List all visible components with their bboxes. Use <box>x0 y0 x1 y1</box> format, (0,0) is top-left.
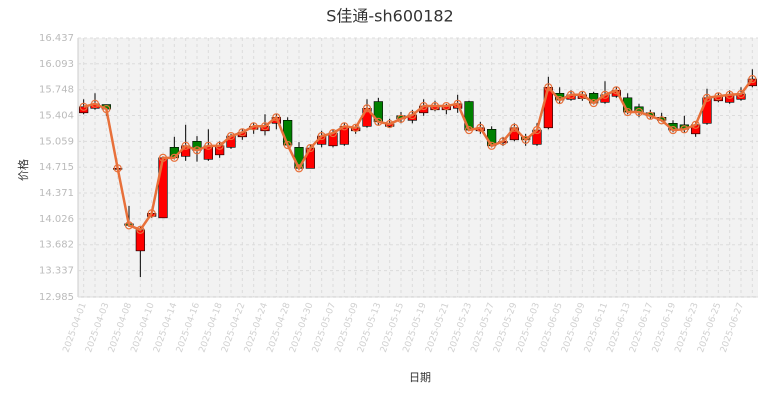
y-tick-label: 13.682 <box>39 240 74 251</box>
close-point <box>521 135 530 144</box>
close-point <box>158 153 168 162</box>
close-point <box>351 123 360 132</box>
x-tick-label: 2025-04-01 <box>62 301 89 354</box>
close-point <box>498 137 508 146</box>
close-point <box>702 93 712 102</box>
x-tick-label: 2025-06-03 <box>515 301 542 354</box>
close-point <box>600 90 610 99</box>
y-tick-label: 15.748 <box>39 85 74 96</box>
close-point <box>181 141 190 150</box>
close-point <box>283 140 292 150</box>
close-point <box>249 122 258 131</box>
close-point <box>238 128 247 137</box>
close-point <box>623 107 632 117</box>
close-point <box>544 83 553 92</box>
close-point <box>634 107 644 117</box>
x-tick-label: 2025-06-23 <box>674 301 701 354</box>
close-point <box>725 90 734 99</box>
close-point <box>215 141 224 150</box>
close-point <box>476 123 485 132</box>
chart-title: S佳通-sh600182 <box>326 7 454 26</box>
y-tick-label: 12.985 <box>39 292 74 303</box>
close-point <box>306 143 315 153</box>
close-point <box>748 74 757 84</box>
y-tick-label: 15.404 <box>39 111 74 122</box>
close-point <box>102 104 111 114</box>
close-point <box>226 131 236 141</box>
close-point <box>487 141 496 150</box>
close-point <box>453 99 462 108</box>
close-point <box>113 164 122 173</box>
x-tick-label: 2025-06-11 <box>583 301 610 354</box>
x-tick-label: 2025-05-07 <box>311 301 338 354</box>
y-tick-label: 16.093 <box>39 59 74 70</box>
close-point <box>272 113 281 122</box>
y-tick-label: 14.026 <box>39 214 74 225</box>
close-point <box>408 110 417 120</box>
close-point <box>294 164 304 173</box>
close-point <box>419 101 428 111</box>
y-tick-label: 14.371 <box>39 188 74 199</box>
x-tick-label: 2025-05-13 <box>356 301 383 354</box>
close-point <box>532 125 542 135</box>
close-point <box>147 209 156 218</box>
close-point <box>442 101 451 111</box>
x-tick-label: 2025-04-03 <box>84 301 111 354</box>
x-tick-label: 2025-06-17 <box>628 301 655 354</box>
y-tick-label: 13.337 <box>39 266 74 277</box>
close-point <box>317 131 326 141</box>
x-tick-label: 2025-05-15 <box>379 301 406 354</box>
x-tick-label: 2025-05-23 <box>447 301 474 354</box>
y-tick-label: 14.715 <box>39 162 74 173</box>
close-point <box>79 102 88 111</box>
close-point <box>657 116 666 125</box>
close-point <box>340 122 349 131</box>
close-point <box>260 122 270 131</box>
close-point <box>510 123 519 132</box>
candle-body <box>543 86 553 129</box>
close-point <box>396 114 406 123</box>
y-tick-label: 15.059 <box>39 136 74 147</box>
close-point <box>612 86 621 95</box>
x-axis-label: 日期 <box>409 371 431 384</box>
close-point <box>578 90 587 99</box>
x-tick-label: 2025-04-22 <box>220 301 247 354</box>
close-point <box>192 146 202 155</box>
close-point <box>736 89 746 99</box>
close-point <box>668 125 678 135</box>
close-point <box>328 128 338 138</box>
close-point <box>374 117 383 126</box>
x-tick-label: 2025-06-27 <box>719 301 746 354</box>
close-point <box>691 120 700 129</box>
x-tick-label: 2025-06-05 <box>538 301 565 354</box>
close-point <box>680 125 689 134</box>
close-point <box>566 90 576 99</box>
close-point <box>555 95 564 105</box>
y-tick-label: 16.437 <box>39 33 74 44</box>
close-point <box>714 92 723 101</box>
close-point <box>430 101 440 111</box>
close-point <box>124 221 134 230</box>
close-point <box>464 125 474 135</box>
close-point <box>90 99 100 108</box>
close-point <box>170 153 179 162</box>
close-point <box>362 104 372 113</box>
close-point <box>646 111 655 120</box>
close-point <box>385 119 394 129</box>
close-point <box>589 98 598 108</box>
x-tick-label: 2025-06-25 <box>696 301 723 354</box>
close-point <box>136 225 145 234</box>
x-tick-label: 2025-05-27 <box>470 301 497 354</box>
x-tick-label: 2025-05-21 <box>424 301 451 354</box>
close-line <box>83 78 754 232</box>
y-axis-label: 价格 <box>16 159 30 181</box>
x-tick-label: 2025-06-13 <box>606 301 633 354</box>
close-point <box>204 141 213 150</box>
